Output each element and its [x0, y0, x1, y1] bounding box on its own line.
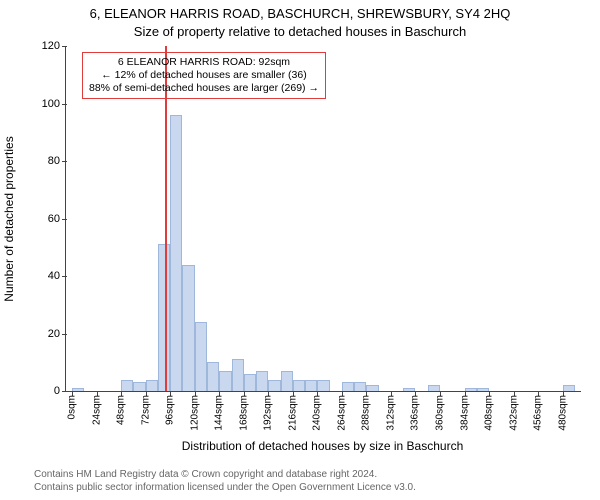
histogram-bar [293, 380, 305, 392]
x-tick-label: 384sqm [459, 391, 470, 431]
x-tick-label: 192sqm [263, 391, 274, 431]
histogram-bar [170, 115, 182, 391]
plot-area: 0204060801001200sqm24sqm48sqm72sqm96sqm1… [65, 46, 581, 392]
histogram-bar [465, 388, 477, 391]
x-tick-label: 480sqm [557, 391, 568, 431]
histogram-bar [366, 385, 378, 391]
x-tick-label: 456sqm [533, 391, 544, 431]
x-tick-label: 312sqm [385, 391, 396, 431]
x-tick-label: 48sqm [116, 391, 127, 425]
y-tick-label: 100 [42, 98, 66, 110]
x-tick-label: 360sqm [434, 391, 445, 431]
annotation-box: 6 ELEANOR HARRIS ROAD: 92sqm← 12% of det… [82, 52, 326, 99]
histogram-bar [195, 322, 207, 391]
chart-title-address: 6, ELEANOR HARRIS ROAD, BASCHURCH, SHREW… [0, 6, 600, 21]
histogram-bar [268, 380, 280, 392]
histogram-bar [158, 244, 170, 391]
y-tick-label: 0 [54, 385, 66, 397]
histogram-bar [428, 385, 440, 391]
histogram-bar [563, 385, 575, 391]
x-tick-label: 408sqm [484, 391, 495, 431]
x-axis-label: Distribution of detached houses by size … [65, 439, 580, 453]
x-tick-label: 432sqm [508, 391, 519, 431]
y-tick-label: 120 [42, 40, 66, 52]
x-tick-label: 120sqm [189, 391, 200, 431]
histogram-bar [256, 371, 268, 391]
histogram-bar [403, 388, 415, 391]
histogram-bar [232, 359, 244, 391]
histogram-bar [244, 374, 256, 391]
x-tick-label: 168sqm [238, 391, 249, 431]
x-tick-label: 240sqm [312, 391, 323, 431]
x-tick-label: 288sqm [361, 391, 372, 431]
histogram-bar [182, 265, 194, 392]
y-tick-label: 20 [48, 328, 66, 340]
y-tick-label: 40 [48, 270, 66, 282]
y-axis-label: Number of detached properties [2, 136, 16, 301]
histogram-bar [133, 382, 145, 391]
histogram-bar [305, 380, 317, 392]
x-tick-label: 72sqm [140, 391, 151, 425]
annotation-line: 6 ELEANOR HARRIS ROAD: 92sqm [89, 56, 319, 69]
histogram-bar [281, 371, 293, 391]
histogram-bar [72, 388, 84, 391]
histogram-bar [146, 380, 158, 392]
annotation-line: ← 12% of detached houses are smaller (36… [89, 69, 319, 82]
histogram-bar [354, 382, 366, 391]
y-tick-label: 80 [48, 155, 66, 167]
x-tick-label: 336sqm [410, 391, 421, 431]
x-tick-label: 0sqm [67, 391, 78, 419]
x-tick-label: 216sqm [287, 391, 298, 431]
footer-attribution: Contains HM Land Registry data © Crown c… [34, 468, 416, 494]
histogram-bar [477, 388, 489, 391]
y-tick-label: 60 [48, 213, 66, 225]
x-tick-label: 24sqm [91, 391, 102, 425]
histogram-bar [219, 371, 231, 391]
x-tick-label: 96sqm [165, 391, 176, 425]
histogram-bar [342, 382, 354, 391]
histogram-bar [317, 380, 329, 392]
chart-title-subtitle: Size of property relative to detached ho… [0, 24, 600, 39]
annotation-line: 88% of semi-detached houses are larger (… [89, 82, 319, 95]
histogram-bar [121, 380, 133, 392]
x-tick-label: 264sqm [336, 391, 347, 431]
footer-line2: Contains public sector information licen… [34, 481, 416, 494]
histogram-bar [207, 362, 219, 391]
x-tick-label: 144sqm [214, 391, 225, 431]
footer-line1: Contains HM Land Registry data © Crown c… [34, 468, 416, 481]
